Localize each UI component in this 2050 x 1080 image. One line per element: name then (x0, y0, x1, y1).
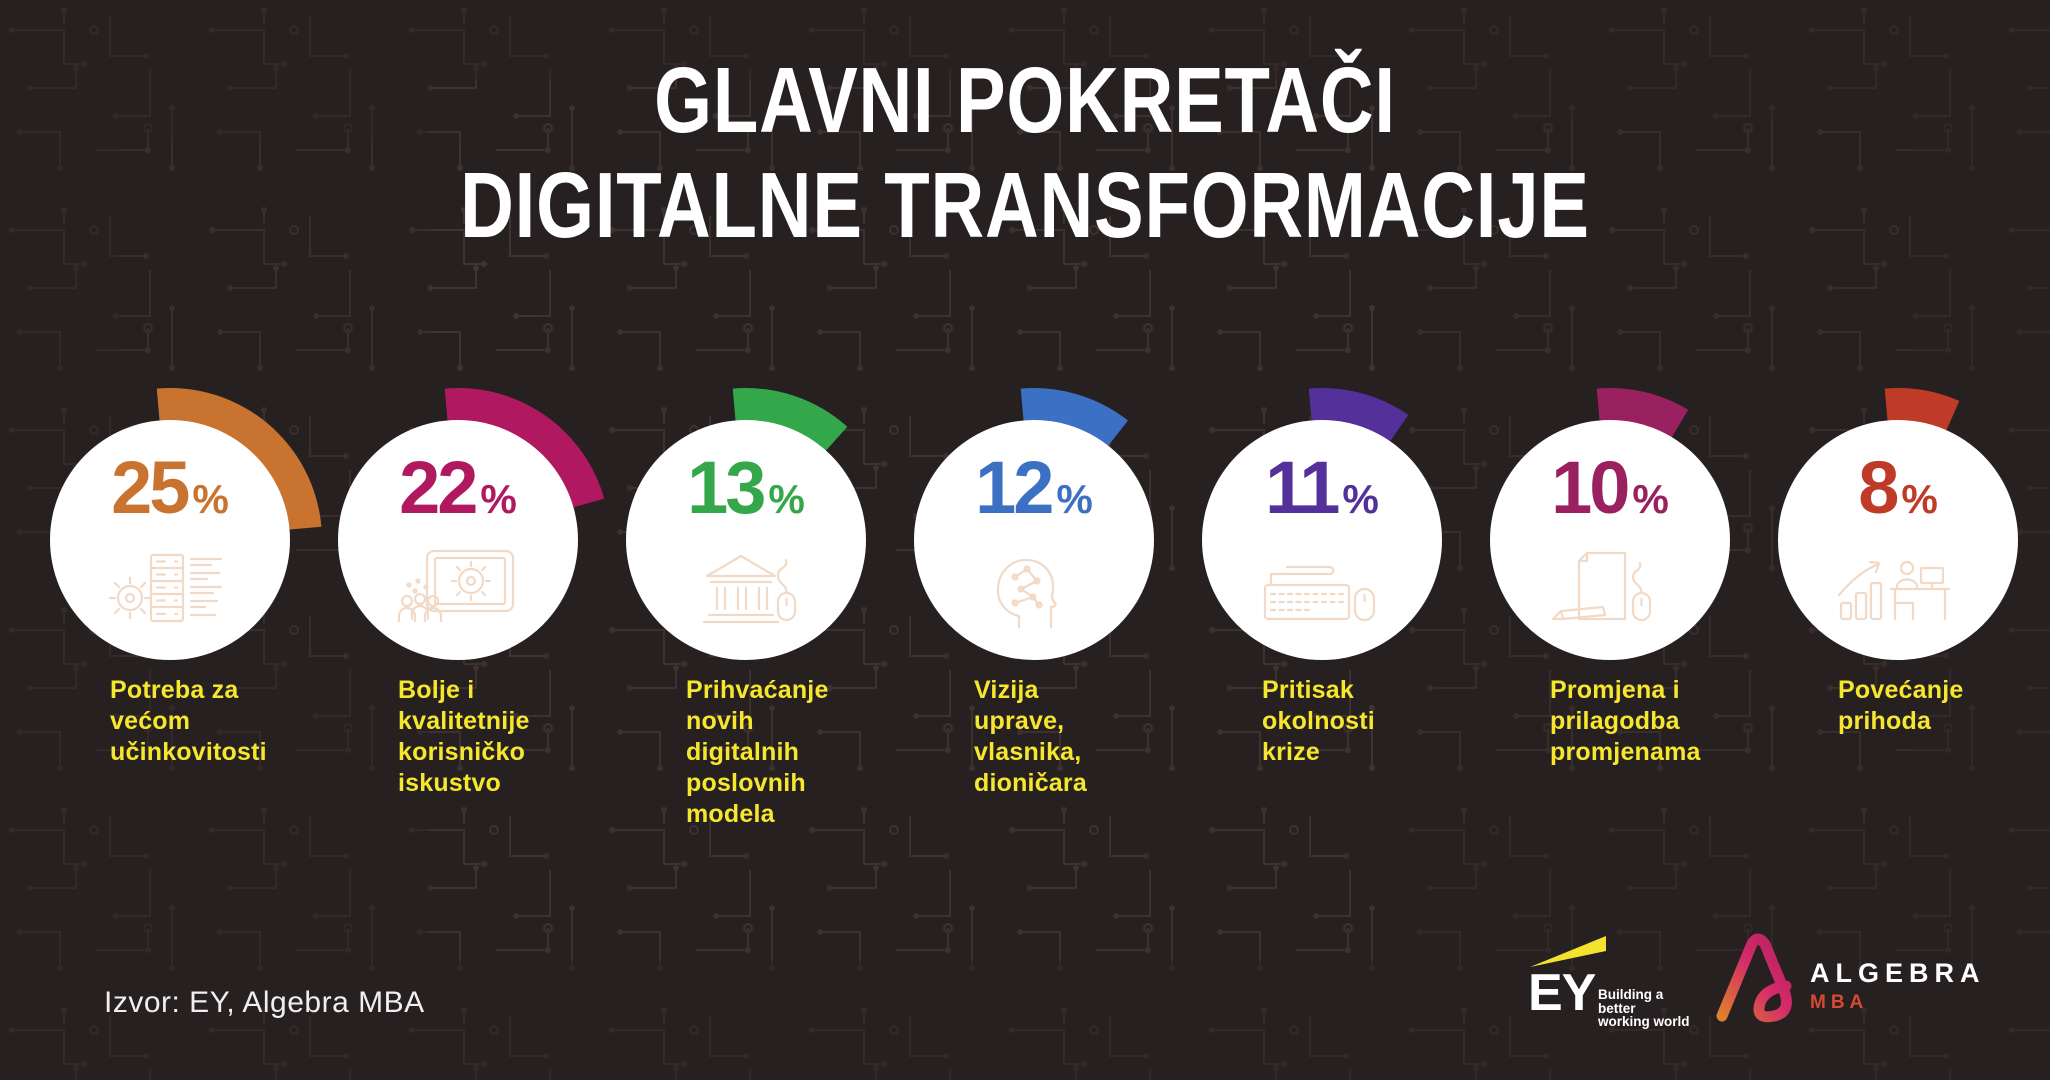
driver-percent: 13% (586, 451, 906, 546)
percent-value: 12 (975, 446, 1054, 529)
driver-arc (1596, 388, 1689, 441)
algebra-mark-icon (1716, 933, 1792, 1023)
ey-logo-name: EY (1528, 964, 1596, 1022)
driver-ring-chart (338, 388, 605, 660)
bank-mouse-icon (681, 543, 811, 633)
percent-sign: % (1056, 476, 1093, 522)
source-text: Izvor: EY, Algebra MBA (104, 986, 425, 1019)
driver-card: 13% Prihvaćanje novih digitalnih poslovn… (586, 375, 906, 935)
driver-card: 8% Povećanje prihoda (1738, 375, 2050, 935)
driver-percent: 22% (298, 451, 618, 546)
ey-beam-icon (1530, 936, 1606, 967)
percent-sign: % (192, 476, 229, 522)
keyboard-mouse-icon (1257, 543, 1387, 633)
growth-chart-desk-icon (1833, 543, 1963, 633)
driver-label: Potreba za većom učinkovitosti (110, 676, 267, 766)
driver-ring-chart (1202, 388, 1442, 660)
algebra-logo-name: ALGEBRA (1810, 958, 1986, 988)
driver-percent: 11% (1162, 451, 1482, 546)
page-title-line1: GLAVNI POKRETAČI (654, 48, 1396, 152)
document-pencil-mouse-icon (1545, 543, 1675, 633)
percent-value: 13 (687, 446, 766, 529)
tablet-gear-people-icon (393, 543, 523, 633)
percent-sign: % (480, 476, 517, 522)
driver-ring-chart (50, 388, 322, 660)
driver-card: 10% Promjena i prilagodba promjenama (1450, 375, 1770, 935)
page-title-line2: DIGITALNE TRANSFORMACIJE (460, 153, 1590, 257)
percent-sign: % (1632, 476, 1669, 522)
driver-ring-chart (1490, 388, 1730, 660)
driver-arc (1308, 388, 1409, 445)
driver-label: Pritisak okolnosti krize (1262, 676, 1375, 766)
algebra-program-label: MBA (1810, 992, 1869, 1013)
driver-circle (1778, 420, 2018, 660)
ey-tagline: Building a better working world (1598, 987, 1690, 1029)
percent-value: 8 (1858, 446, 1899, 529)
percent-value: 10 (1551, 446, 1630, 529)
driver-card: 12% Vizija uprave, vlasnika, dioničara (874, 375, 1194, 935)
driver-label: Bolje i kvalitetnije korisničko iskustvo (398, 676, 530, 797)
driver-card: 11% Pritisak okolnosti krize (1162, 375, 1482, 935)
driver-card: 22% Bolje i kvalitetnije korisničko isku… (298, 375, 618, 935)
driver-ring-chart (914, 388, 1154, 660)
driver-arc (732, 388, 848, 454)
driver-label: Vizija uprave, vlasnika, dioničara (974, 676, 1087, 797)
ai-head-icon (969, 543, 1099, 633)
percent-sign: % (1342, 476, 1379, 522)
percent-value: 11 (1265, 446, 1340, 529)
driver-circle (914, 420, 1154, 660)
driver-circle (1490, 420, 1730, 660)
gear-server-icon (105, 543, 235, 633)
driver-ring-chart (1778, 388, 2018, 660)
driver-circle (626, 420, 866, 660)
percent-sign: % (768, 476, 805, 522)
driver-arc (1020, 388, 1128, 449)
driver-label: Prihvaćanje novih digitalnih poslovnih m… (686, 676, 829, 828)
percent-sign: % (1901, 476, 1938, 522)
page-title: GLAVNI POKRETAČI DIGITALNE TRANSFORMACIJ… (205, 48, 1845, 258)
algebra-logo: ALGEBRA MBA (1712, 930, 2012, 1030)
driver-ring-chart (626, 388, 866, 660)
driver-percent: 8% (1738, 451, 2050, 546)
driver-circle (1202, 420, 1442, 660)
driver-label: Promjena i prilagodba promjenama (1550, 676, 1701, 766)
ey-logo: EY Building a better working world (1520, 930, 1700, 1028)
driver-circle (338, 420, 578, 660)
driver-arc (444, 388, 605, 509)
driver-circle (50, 420, 290, 660)
percent-value: 25 (111, 446, 190, 529)
percent-value: 22 (399, 446, 478, 529)
driver-percent: 12% (874, 451, 1194, 546)
driver-percent: 10% (1450, 451, 1770, 546)
driver-card: 25% Potreba za većom učinkovitosti (10, 375, 330, 935)
driver-label: Povećanje prihoda (1838, 676, 1964, 735)
driver-percent: 25% (10, 451, 330, 546)
